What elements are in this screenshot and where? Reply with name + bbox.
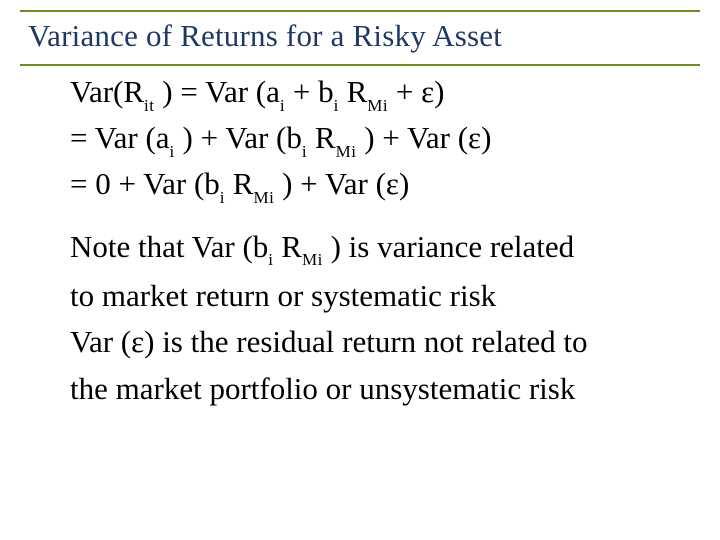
equation-line-1: Var(Rit ) = Var (ai + bi RMi + ε) (70, 74, 700, 114)
math-text: + ε) (388, 74, 444, 109)
math-text: = 0 + Var (b (70, 166, 220, 201)
note-text: ) is variance related (323, 229, 574, 264)
notes-block: Note that Var (bi RMi ) is variance rela… (70, 227, 700, 409)
math-text: + b (285, 74, 333, 109)
math-subscript: i (220, 188, 225, 207)
math-text: ) + Var (ε) (356, 120, 491, 155)
math-subscript: Mi (336, 142, 357, 161)
math-text: Var(R (70, 74, 144, 109)
math-subscript: Mi (253, 188, 274, 207)
math-text: ) + Var (ε) (274, 166, 409, 201)
note-line-4: the market portfolio or unsystematic ris… (70, 369, 700, 409)
slide-title: Variance of Returns for a Risky Asset (28, 18, 700, 54)
equation-line-2: = Var (ai ) + Var (bi RMi ) + Var (ε) (70, 120, 700, 160)
math-subscript: it (144, 96, 154, 115)
math-text: R (225, 166, 253, 201)
math-text: R (339, 74, 367, 109)
math-text: R (307, 120, 335, 155)
math-text: ) = Var (a (155, 74, 280, 109)
note-line-3: Var (ε) is the residual return not relat… (70, 322, 700, 362)
math-text: ) + Var (b (175, 120, 302, 155)
math-subscript: i (170, 142, 175, 161)
equation-line-3: = 0 + Var (bi RMi ) + Var (ε) (70, 166, 700, 206)
math-subscript: i (334, 96, 339, 115)
math-subscript: i (302, 142, 307, 161)
title-container: Variance of Returns for a Risky Asset (20, 10, 700, 66)
note-subscript: i (268, 250, 273, 269)
note-text: Note that Var (b (70, 229, 268, 264)
note-line-2: to market return or systematic risk (70, 276, 700, 316)
math-subscript: i (280, 96, 285, 115)
math-subscript: Mi (367, 96, 388, 115)
slide: Variance of Returns for a Risky Asset Va… (0, 0, 720, 540)
note-subscript: Mi (302, 250, 323, 269)
math-text: = Var (a (70, 120, 170, 155)
note-line-1: Note that Var (bi RMi ) is variance rela… (70, 227, 700, 270)
slide-content: Var(Rit ) = Var (ai + bi RMi + ε) = Var … (20, 74, 700, 409)
note-text: R (274, 229, 302, 264)
